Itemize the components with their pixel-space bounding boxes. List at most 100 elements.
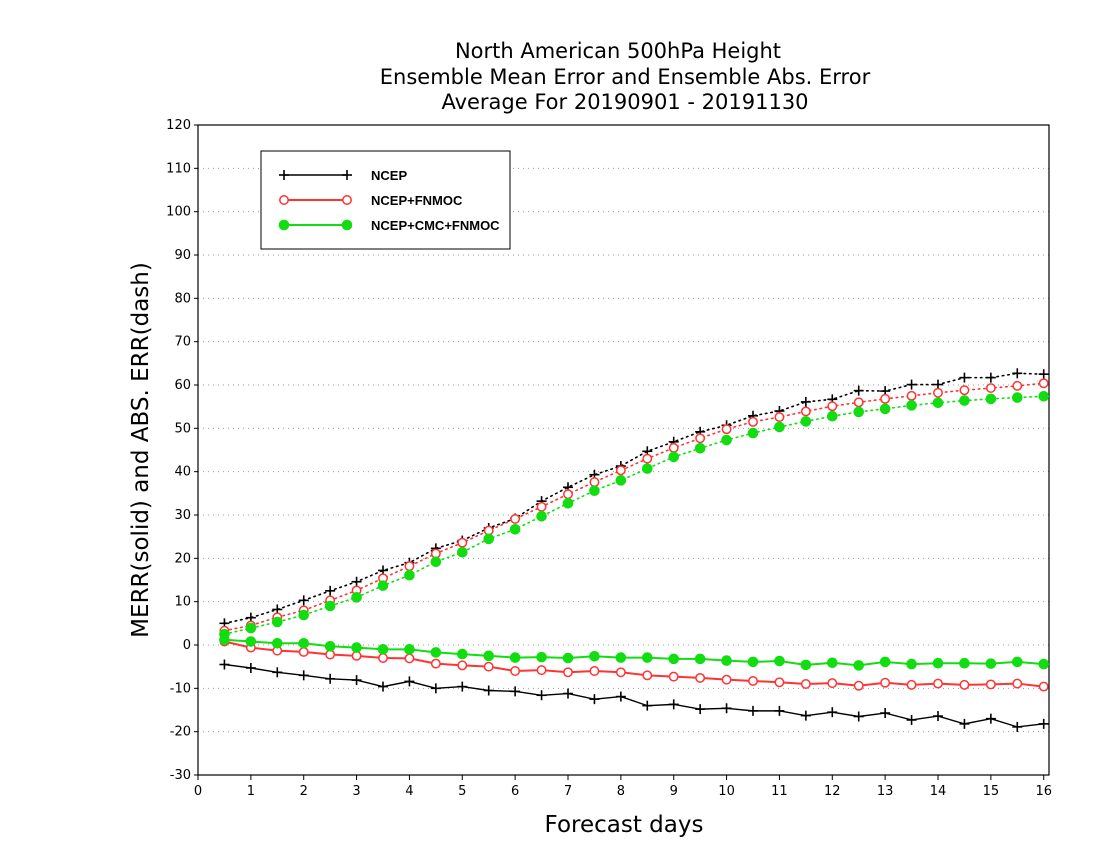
legend-marker-end [342, 170, 352, 180]
x-tick-label: 6 [511, 784, 519, 799]
abs-error-point [430, 556, 442, 568]
abs-error-point [827, 401, 838, 412]
x-tick-label: 1 [247, 784, 255, 799]
x-tick-label: 14 [930, 784, 947, 799]
mean-error-point [959, 679, 970, 690]
abs-error-point [933, 387, 943, 398]
mean-error-point [589, 694, 600, 705]
x-tick-label: 11 [771, 784, 788, 799]
mean-error-point [695, 704, 706, 715]
mean-error-point [430, 683, 441, 694]
mean-error-point [615, 652, 627, 663]
mean-error-point [985, 658, 997, 669]
mean-error-point [879, 656, 891, 668]
mean-error-point [562, 652, 574, 664]
legend-marker-start [279, 195, 289, 205]
mean-error-point [827, 678, 838, 689]
abs-error-point [351, 576, 362, 587]
abs-error-point [774, 412, 785, 423]
legend: NCEP NCEP+FNMOC NCEP+CMC+FNMOC [260, 150, 511, 250]
abs-error-point [880, 393, 891, 404]
mean-error-point [1038, 681, 1049, 692]
abs-error-point [1038, 378, 1049, 389]
title-line-2: Ensemble Mean Error and Ensemble Abs. Er… [380, 65, 871, 89]
abs-error-point [906, 400, 917, 411]
abs-error-point [826, 410, 838, 422]
mean-error-point [985, 713, 996, 724]
abs-error-point [668, 451, 680, 463]
abs-error-point [800, 406, 811, 417]
mean-error-point [933, 678, 943, 689]
mean-error-point [747, 656, 759, 668]
mean-error-point [827, 707, 838, 718]
mean-error-point [378, 681, 388, 692]
mean-error-point [959, 718, 970, 729]
mean-error-point [774, 677, 785, 688]
mean-error-point [1038, 718, 1049, 729]
legend-marker-start [278, 219, 290, 231]
mean-error-point [404, 644, 415, 655]
series-1 [219, 378, 1049, 692]
abs-error-point [483, 533, 495, 545]
mean-error-point [615, 691, 626, 702]
y-axis-label: MERR(solid) and ABS. ERR(dash) [128, 262, 154, 638]
abs-error-point [615, 475, 627, 486]
x-axis-label: Forecast days [545, 812, 704, 838]
legend-marker-end [341, 219, 353, 231]
abs-error-point [324, 600, 336, 612]
abs-error-point [615, 465, 626, 476]
mean-error-point [1012, 721, 1023, 732]
mean-error-point [483, 650, 495, 662]
mean-error-point [748, 676, 758, 686]
abs-error-point [1038, 390, 1050, 402]
abs-error-point [853, 397, 864, 408]
plot-frame [197, 124, 1050, 776]
y-tick-label: 110 [166, 161, 191, 176]
mean-error-point [589, 666, 600, 676]
mean-error-point [351, 642, 362, 653]
mean-error-point [219, 659, 230, 670]
mean-error-point [325, 673, 336, 684]
mean-error-point [1011, 656, 1023, 668]
abs-error-point [932, 397, 944, 409]
x-tick-label: 0 [194, 784, 202, 799]
mean-error-point [694, 653, 706, 665]
legend-item: NCEP+CMC+FNMOC [278, 218, 500, 233]
mean-error-point [378, 653, 388, 663]
abs-error-point [271, 616, 283, 628]
mean-error-point [615, 667, 626, 678]
abs-error-point [509, 524, 521, 535]
abs-error-line [223, 382, 1045, 632]
mean-error-point [853, 660, 865, 671]
mean-error-point [906, 658, 917, 670]
mean-error-point [906, 679, 917, 690]
y-tick-label: 90 [174, 248, 191, 263]
series-2 [219, 390, 1050, 671]
series-layer [219, 368, 1050, 732]
abs-error-point [510, 513, 521, 524]
mean-error-point [932, 657, 944, 669]
abs-error-point [668, 442, 679, 453]
abs-error-line [223, 395, 1045, 635]
abs-error-point [853, 406, 865, 418]
mean-error-point [351, 675, 362, 686]
title-line-1: North American 500hPa Height [455, 39, 781, 63]
abs-error-point [351, 592, 362, 603]
abs-error-point [1012, 380, 1023, 391]
mean-error-point [853, 711, 864, 722]
abs-error-point [985, 383, 996, 393]
abs-error-point [748, 416, 758, 427]
mean-error-point [774, 705, 785, 716]
abs-error-point [853, 385, 864, 396]
mean-error-point [985, 679, 996, 690]
x-tick-label: 7 [564, 784, 572, 799]
legend-item: NCEP [279, 168, 407, 183]
abs-error-point [694, 442, 706, 454]
y-tick-label: 30 [174, 508, 191, 523]
abs-error-point [404, 561, 415, 572]
mean-error-point [563, 667, 573, 678]
x-tick-label: 5 [458, 784, 466, 799]
abs-error-line [223, 372, 1045, 625]
